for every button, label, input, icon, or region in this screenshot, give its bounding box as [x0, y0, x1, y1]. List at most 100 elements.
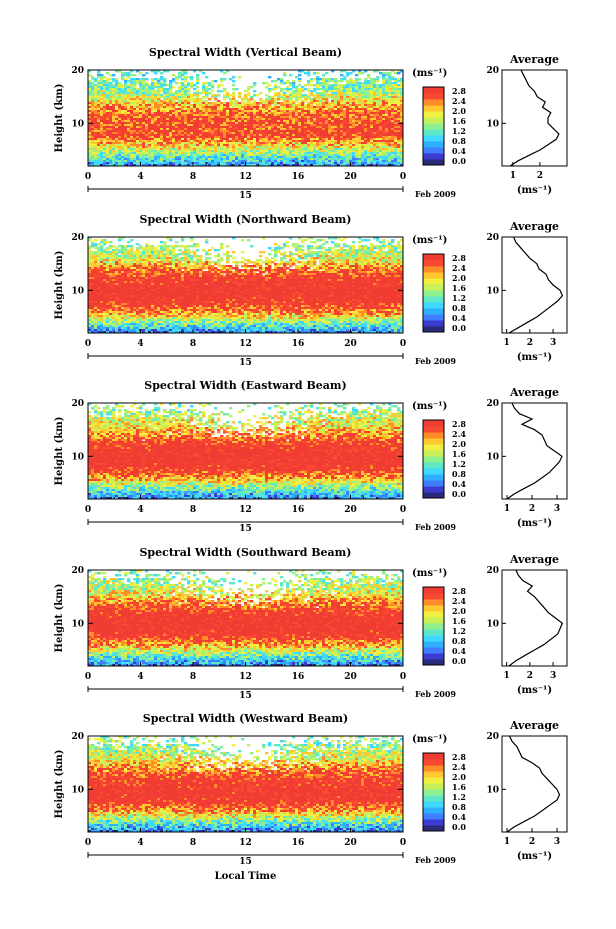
- panel-title: Spectral Width (Eastward Beam): [144, 379, 346, 392]
- colorbar-swatch: [423, 474, 444, 481]
- x-tick-label: 4: [137, 172, 143, 182]
- panel-title: Spectral Width (Northward Beam): [140, 213, 352, 226]
- colorbar-tick-label: 2.0: [452, 772, 466, 782]
- x-tick-label: 0: [400, 505, 406, 515]
- y-tick-label: 10: [71, 619, 84, 629]
- average-title: Average: [509, 719, 559, 732]
- colorbar-tick-label: 2.4: [452, 596, 466, 606]
- y-tick-label: 10: [71, 785, 84, 795]
- colorbar-swatch: [423, 605, 444, 612]
- x-tick-label: 8: [190, 172, 196, 182]
- colorbar-swatch: [423, 468, 444, 475]
- colorbar-tick-label: 2.0: [452, 439, 466, 449]
- x-tick-label: 16: [292, 672, 305, 682]
- colorbar-tick-label: 2.0: [452, 273, 466, 283]
- average-x-tick-label: 2: [529, 504, 535, 514]
- colorbar-tick-label: 0.0: [452, 323, 466, 333]
- average-x-tick-label: 1: [510, 171, 516, 181]
- x-tick-label: 12: [239, 838, 252, 848]
- colorbar-tick-label: 1.6: [452, 782, 466, 792]
- colorbar-tick-label: 2.4: [452, 762, 466, 772]
- colorbar-swatch: [423, 771, 444, 778]
- colorbar-tick-label: 2.0: [452, 106, 466, 116]
- panel-title: Spectral Width (Vertical Beam): [149, 46, 342, 59]
- colorbar: (ms⁻¹)0.00.40.81.21.62.02.42.8: [412, 568, 466, 666]
- colorbar-tick-label: 2.8: [452, 586, 466, 596]
- x-tick-label: 0: [400, 838, 406, 848]
- colorbar-swatch: [423, 426, 444, 433]
- colorbar-swatch: [423, 302, 444, 309]
- x-tick-label: 12: [239, 172, 252, 182]
- colorbar-swatch: [423, 623, 444, 630]
- colorbar-swatch: [423, 777, 444, 784]
- average-frame: [502, 736, 567, 832]
- colorbar-tick-label: 0.8: [452, 636, 466, 646]
- colorbar-tick-label: 0.0: [452, 489, 466, 499]
- average-frame: [502, 403, 567, 499]
- colorbar-swatch: [423, 272, 444, 279]
- colorbar-tick-label: 2.8: [452, 86, 466, 96]
- colorbar-tick-label: 0.8: [452, 136, 466, 146]
- panel-title: Spectral Width (Westward Beam): [143, 712, 348, 725]
- colorbar: (ms⁻¹)0.00.40.81.21.62.02.42.8: [412, 734, 466, 832]
- average-y-tick-label: 10: [486, 785, 499, 795]
- colorbar: (ms⁻¹)0.00.40.81.21.62.02.42.8: [412, 401, 466, 499]
- colorbar-swatch: [423, 789, 444, 796]
- average-x-label: (ms⁻¹): [517, 851, 552, 862]
- panel-3: Spectral Width (Eastward Beam)2010Height…: [54, 379, 567, 534]
- heatmap: [88, 736, 403, 832]
- x-axis-label: Local Time: [215, 871, 277, 882]
- colorbar-tick-label: 1.6: [452, 116, 466, 126]
- x-tick-label: 4: [137, 505, 143, 515]
- average-x-tick-label: 2: [537, 171, 543, 181]
- colorbar-swatch: [423, 141, 444, 148]
- colorbar-swatch: [423, 653, 444, 660]
- colorbar-swatch: [423, 587, 444, 594]
- colorbar-swatch: [423, 444, 444, 451]
- colorbar-swatch: [423, 593, 444, 600]
- colorbar-swatch: [423, 783, 444, 790]
- colorbar-tick-label: 1.2: [452, 293, 466, 303]
- colorbar-swatch: [423, 129, 444, 136]
- colorbar-swatch: [423, 813, 444, 820]
- spectral-width-figure: Spectral Width (Vertical Beam)2010Height…: [0, 0, 616, 929]
- x-tick-label: 0: [85, 838, 91, 848]
- average-x-tick-label: 2: [527, 671, 533, 681]
- average-x-tick-label: 3: [554, 837, 560, 847]
- colorbar-tick-label: 2.4: [452, 263, 466, 273]
- colorbar-swatch: [423, 765, 444, 772]
- colorbar-tick-label: 1.6: [452, 283, 466, 293]
- y-axis-label: Height (km): [54, 417, 65, 486]
- average-frame: [502, 570, 567, 666]
- colorbar-swatch: [423, 278, 444, 285]
- colorbar-tick-label: 1.2: [452, 459, 466, 469]
- colorbar-swatch: [423, 480, 444, 487]
- x-tick-label: 16: [292, 838, 305, 848]
- average-x-tick-label: 2: [527, 338, 533, 348]
- average-x-label: (ms⁻¹): [517, 185, 552, 196]
- panel-5: Spectral Width (Westward Beam)2010Height…: [54, 712, 567, 867]
- y-tick-label: 20: [71, 233, 84, 243]
- colorbar: (ms⁻¹)0.00.40.81.21.62.02.42.8: [412, 68, 466, 166]
- panel-title: Spectral Width (Southward Beam): [139, 546, 351, 559]
- colorbar-swatch: [423, 320, 444, 327]
- colorbar-tick-label: 0.4: [452, 313, 466, 323]
- panel-4: Spectral Width (Southward Beam)2010Heigh…: [54, 546, 567, 701]
- average-y-tick-label: 10: [486, 452, 499, 462]
- colorbar-swatch: [423, 432, 444, 439]
- x-tick-label: 12: [239, 339, 252, 349]
- colorbar-swatch: [423, 456, 444, 463]
- y-tick-label: 10: [71, 452, 84, 462]
- colorbar-tick-label: 0.4: [452, 479, 466, 489]
- x-tick-label: 16: [292, 339, 305, 349]
- colorbar-swatch: [423, 266, 444, 273]
- colorbar-swatch: [423, 284, 444, 291]
- y-tick-label: 20: [71, 399, 84, 409]
- colorbar-swatch: [423, 629, 444, 636]
- colorbar-swatch: [423, 296, 444, 303]
- x-tick-label: 0: [400, 339, 406, 349]
- x-tick-label: 20: [344, 838, 357, 848]
- colorbar-swatch: [423, 486, 444, 493]
- colorbar-swatch: [423, 819, 444, 826]
